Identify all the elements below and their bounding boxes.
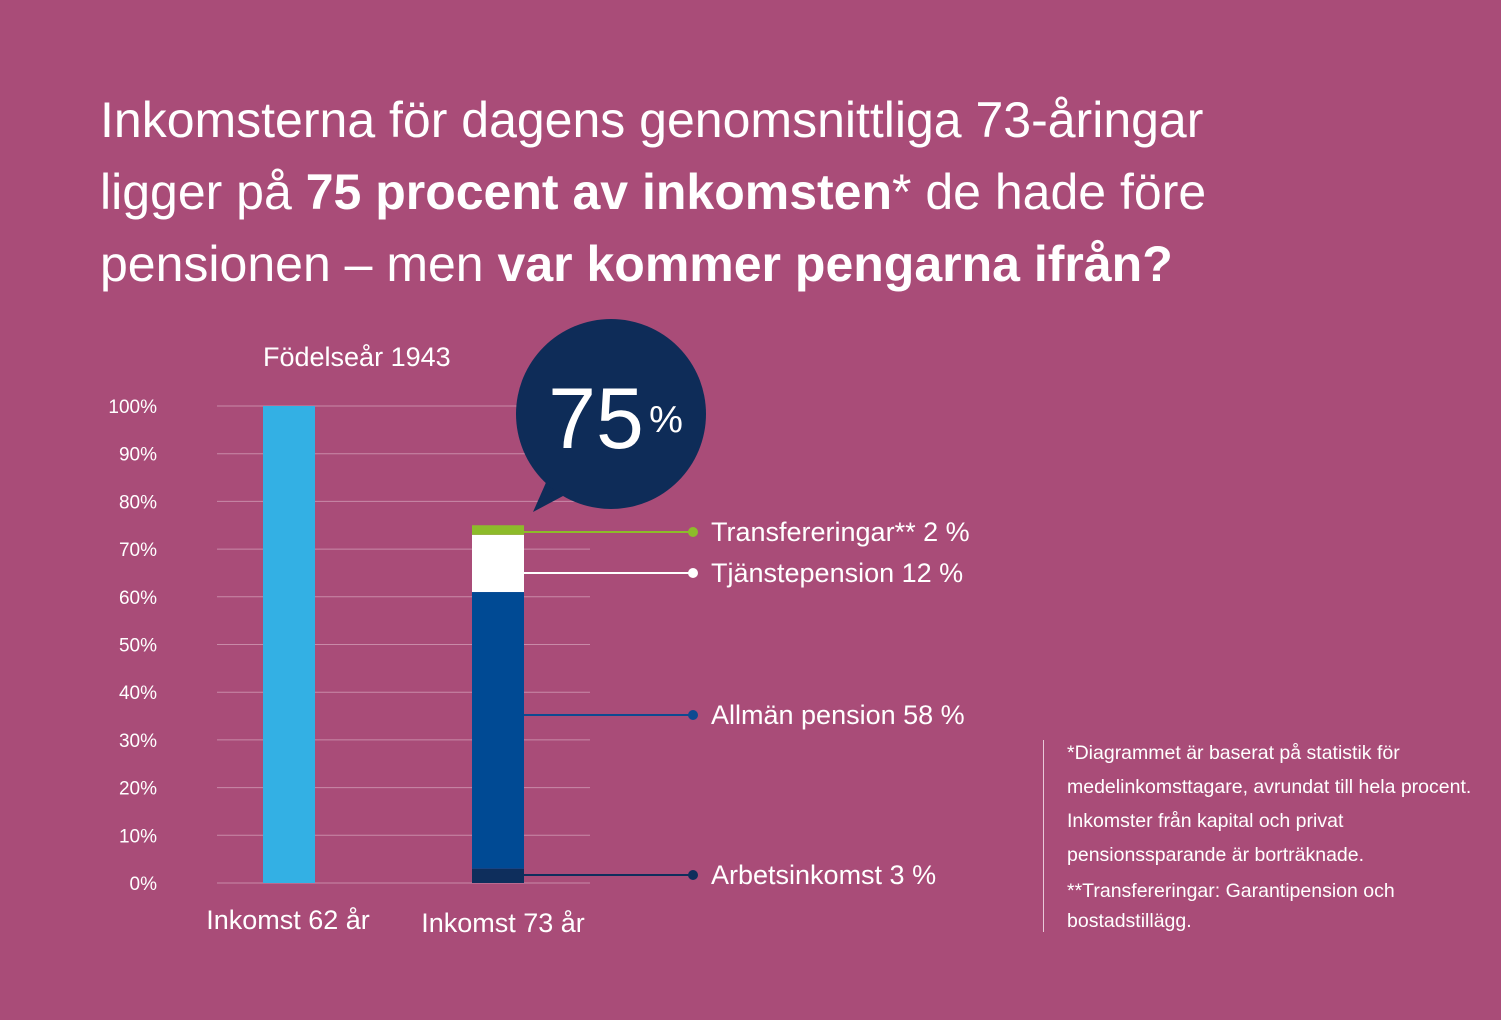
segment-label: Transfereringar** 2 % [711, 517, 970, 547]
footnote-divider [1043, 740, 1044, 932]
callout-unit: % [649, 399, 683, 441]
footnote-text-1: *Diagrammet är baserat på statistik för … [1067, 742, 1472, 866]
leader-dot [688, 870, 698, 880]
x-category-label: Inkomst 62 år [206, 905, 370, 935]
footnote-text-2: **Transfereringar: Garantipension och bo… [1067, 880, 1395, 932]
leader-dot [688, 710, 698, 720]
headline-line-2-pre: ligger på [100, 164, 306, 220]
x-category-label: Inkomst 73 år [421, 908, 585, 938]
y-tick-label: 100% [108, 397, 157, 418]
callout-value: 75 [548, 371, 644, 467]
bar-segment [472, 525, 524, 535]
y-tick-label: 80% [119, 492, 157, 513]
headline-line-3-pre: pensionen – men [100, 236, 498, 292]
leader-dot [688, 527, 698, 537]
headline-line-1: Inkomsterna för dagens genomsnittliga 73… [100, 92, 1204, 148]
segment-label: Allmän pension 58 % [711, 700, 965, 730]
callout-bubble [516, 319, 706, 509]
y-tick-label: 0% [130, 874, 158, 895]
headline-line-3-bold: var kommer pengarna ifrån? [497, 236, 1173, 292]
y-tick-label: 20% [119, 779, 157, 800]
leader-dot [688, 568, 698, 578]
footnote: *Diagrammet är baserat på statistik för … [1067, 736, 1487, 936]
segment-label: Tjänstepension 12 % [711, 558, 963, 588]
headline: Inkomsterna för dagens genomsnittliga 73… [100, 84, 1400, 300]
headline-line-2-bold: 75 procent av inkomsten [305, 164, 893, 220]
y-tick-label: 50% [119, 636, 157, 657]
y-tick-label: 30% [119, 731, 157, 752]
bar-segment [472, 868, 524, 883]
chart-subtitle: Födelseår 1943 [263, 342, 451, 372]
bar-segment [263, 406, 315, 883]
headline-line-2-post: * de hade före [892, 164, 1207, 220]
y-tick-label: 70% [119, 540, 157, 561]
y-tick-label: 10% [119, 826, 157, 847]
y-tick-label: 40% [119, 683, 157, 704]
segment-label: Arbetsinkomst 3 % [711, 860, 936, 890]
bar-segment [472, 534, 524, 593]
bar-segment [472, 592, 524, 869]
y-tick-label: 90% [119, 445, 157, 466]
y-tick-label: 60% [119, 588, 157, 609]
